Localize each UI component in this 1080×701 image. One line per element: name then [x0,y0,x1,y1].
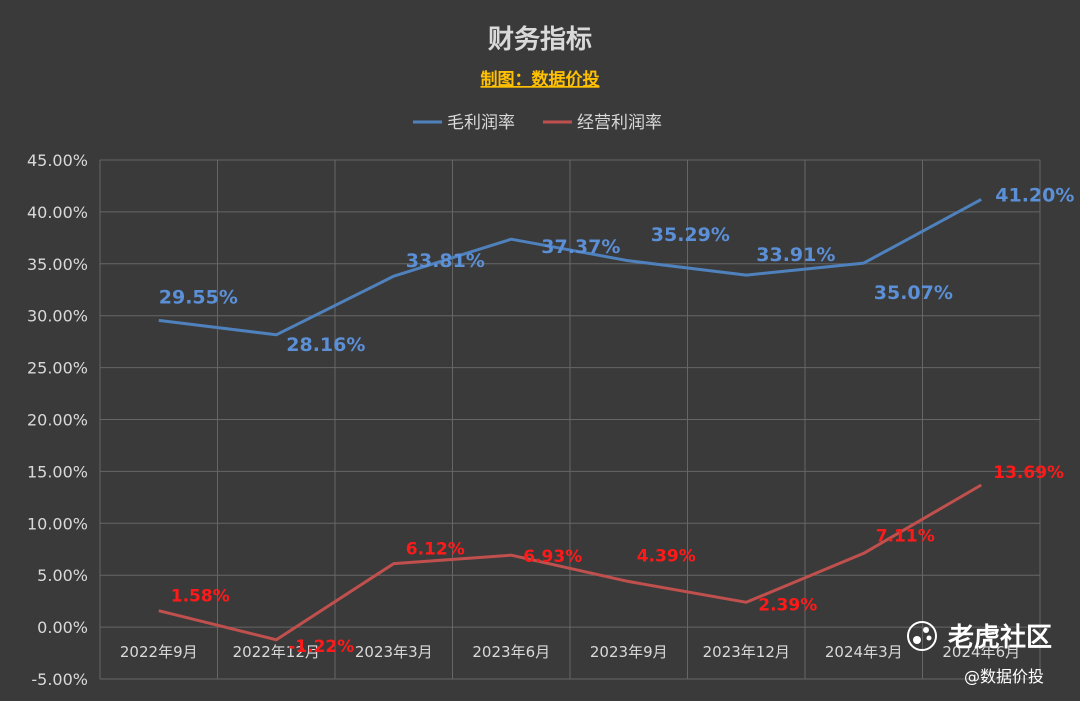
gross-margin-label: 35.07% [874,282,953,304]
y-tick-label: -5.00% [31,670,88,689]
watermark-handle: @数据价投 [964,667,1044,686]
gross-margin-label: 35.29% [651,224,730,246]
y-tick-label: 20.00% [27,411,88,430]
operating-margin-label: 6.12% [406,540,465,560]
operating-margin-label: 4.39% [637,547,696,567]
chart-title: 财务指标 [488,25,592,55]
gross-margin-label: 41.20% [995,184,1074,206]
x-tick-label: 2023年12月 [703,643,790,661]
operating-margin-line [158,483,983,642]
gross-margin-line [158,198,982,337]
operating-margin-label: 1.58% [171,587,230,607]
plot-area: 45.00% 40.00% 35.00% 30.00% 25.00% 20.00% 15.0… [27,151,1074,689]
y-tick-label: 10.00% [27,514,88,533]
chart-subtitle: 制图：数据价投 [481,69,600,90]
operating-margin-label: 7.11% [876,526,935,546]
tiger-paw-icon [907,621,937,651]
gross-margin-label: 37.37% [541,236,620,258]
operating-margin-label: 2.39% [758,595,817,615]
watermark: 老虎社区 @数据价投 [907,621,1052,686]
x-tick-label: 2024年6月 [942,643,1020,661]
operating-margin-label: 13.69% [993,463,1064,483]
gross-margin-label: 33.91% [756,244,835,266]
y-tick-label: 40.00% [27,203,88,222]
x-tick-label: 2022年9月 [120,643,198,661]
y-tick-label: 45.00% [27,151,88,170]
operating-margin-label: 6.93% [523,547,582,567]
y-tick-label: 15.00% [27,462,88,481]
legend-label-op: 经营利润率 [577,113,662,133]
operating-margin-label: -1.22% [288,637,354,657]
x-tick-label: 2023年9月 [590,643,668,661]
gross-margin-label: 29.55% [159,286,238,308]
legend: 毛利润率 经营利润率 [413,113,662,133]
x-tick-label: 2023年6月 [472,643,550,661]
x-tick-label: 2022年12月 [233,643,320,661]
y-tick-label: 35.00% [27,255,88,274]
y-tick-label: 0.00% [37,618,88,637]
x-tick-label: 2024年3月 [825,643,903,661]
gross-margin-label: 33.81% [406,250,485,272]
y-tick-label: 25.00% [27,359,88,378]
y-tick-label: 30.00% [27,307,88,326]
watermark-brand: 老虎社区 [948,622,1052,653]
gross-margin-label: 28.16% [286,334,365,356]
y-tick-label: 5.00% [37,566,88,585]
x-tick-label: 2023年3月 [355,643,433,661]
legend-label-gross: 毛利润率 [447,113,515,133]
